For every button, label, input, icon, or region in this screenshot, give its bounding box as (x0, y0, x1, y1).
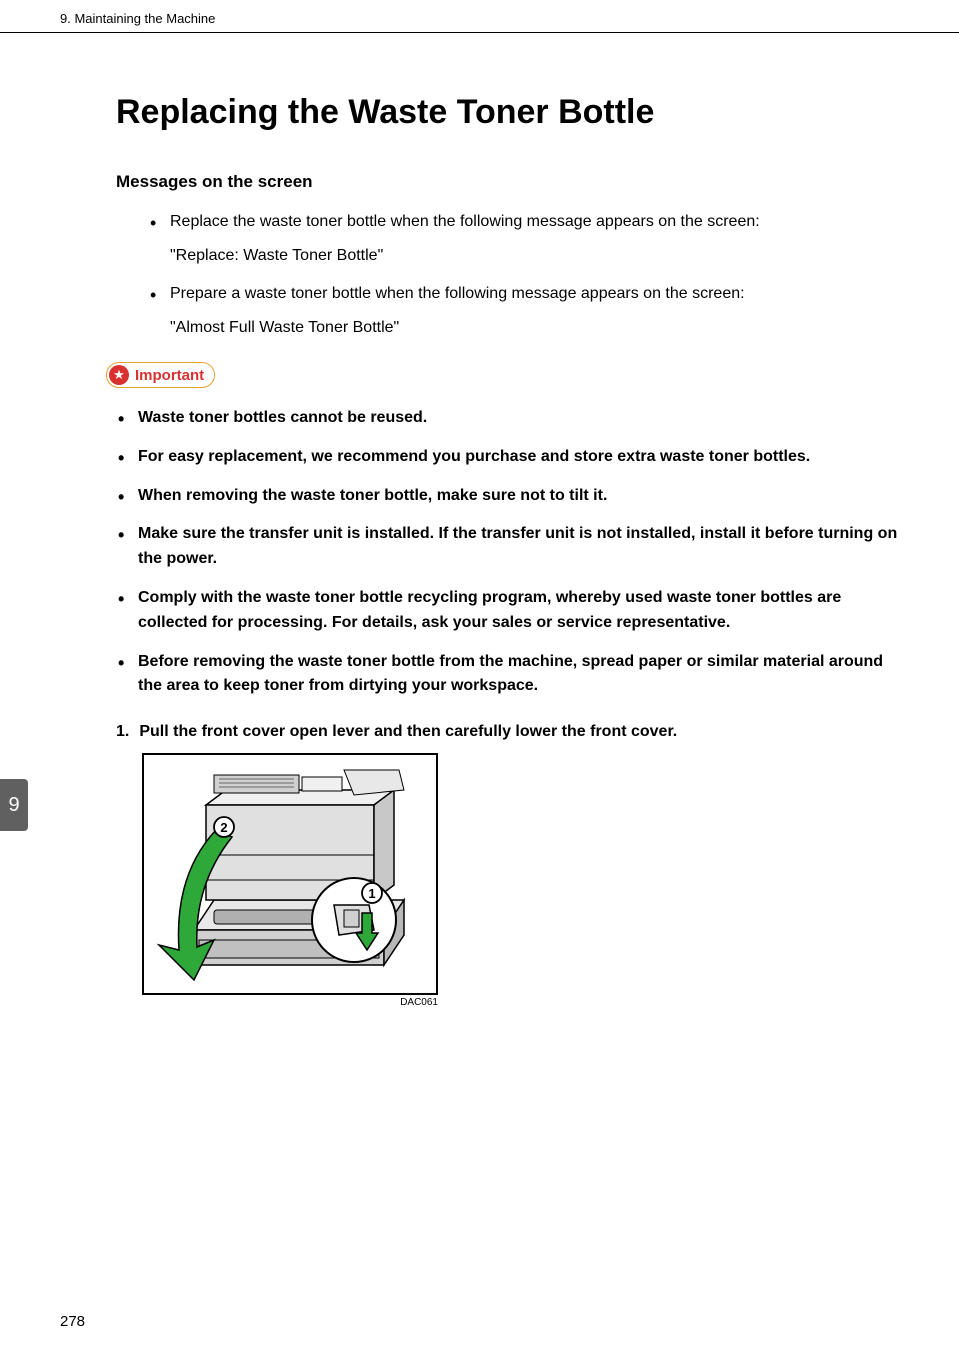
message-intro: Prepare a waste toner bottle when the fo… (170, 282, 899, 306)
important-item: Make sure the transfer unit is installed… (138, 522, 899, 572)
page-content: Replacing the Waste Toner Bottle Message… (0, 93, 959, 1008)
figure-illustration: 1 2 (142, 753, 438, 995)
message-item: Replace the waste toner bottle when the … (170, 210, 899, 268)
message-text: "Replace: Waste Toner Bottle" (170, 244, 899, 268)
important-item: For easy replacement, we recommend you p… (138, 445, 899, 470)
messages-list: Replace the waste toner bottle when the … (116, 210, 899, 340)
chapter-tab: 9 (0, 779, 28, 831)
star-icon: ★ (109, 365, 129, 385)
callout-1-number: 1 (368, 886, 375, 901)
page-header: 9. Maintaining the Machine (0, 0, 959, 33)
figure-container: 1 2 DAC061 (142, 753, 899, 1008)
message-item: Prepare a waste toner bottle when the fo… (170, 282, 899, 340)
important-label: Important (135, 367, 204, 384)
important-badge: ★ Important (106, 362, 215, 388)
message-intro: Replace the waste toner bottle when the … (170, 210, 899, 234)
important-item: Waste toner bottles cannot be reused. (138, 406, 899, 431)
important-item: When removing the waste toner bottle, ma… (138, 484, 899, 509)
figure-caption: DAC061 (142, 997, 438, 1008)
page-title: Replacing the Waste Toner Bottle (116, 93, 899, 132)
step-1: 1. Pull the front cover open lever and t… (116, 723, 899, 741)
chapter-label: 9. Maintaining the Machine (60, 11, 215, 26)
step-text: Pull the front cover open lever and then… (139, 723, 677, 741)
page-number: 278 (60, 1313, 85, 1330)
important-item: Comply with the waste toner bottle recyc… (138, 586, 899, 636)
important-item: Before removing the waste toner bottle f… (138, 650, 899, 700)
important-list: Waste toner bottles cannot be reused. Fo… (116, 406, 899, 699)
callout-2-number: 2 (220, 820, 227, 835)
subsection-title: Messages on the screen (116, 172, 899, 192)
message-text: "Almost Full Waste Toner Bottle" (170, 316, 899, 340)
step-number: 1. (116, 723, 129, 741)
